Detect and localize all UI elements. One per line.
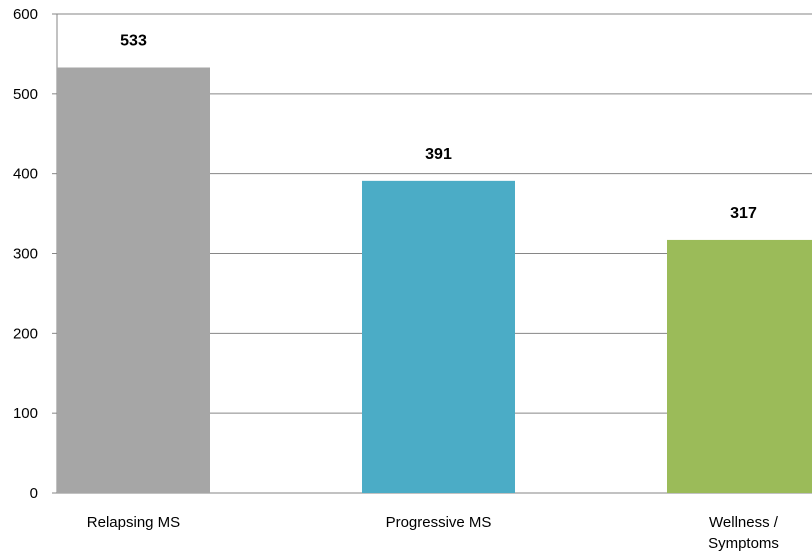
bar-1 — [57, 67, 210, 493]
y-tick-label-300: 300 — [13, 246, 38, 263]
y-tick-label-0: 0 — [30, 485, 38, 502]
x-tick-label-2: Progressive MS — [386, 514, 492, 531]
y-tick-label-400: 400 — [13, 166, 38, 183]
y-tick-label-600: 600 — [13, 6, 38, 23]
bars — [57, 67, 812, 493]
bar-2 — [362, 180, 515, 493]
data-labels: 533 391 317 — [111, 29, 766, 224]
y-tick-label-500: 500 — [13, 86, 38, 103]
data-label-3: 317 — [730, 205, 757, 222]
data-label-background-1 — [111, 29, 156, 52]
data-label-2: 391 — [425, 146, 452, 163]
x-tick-label-1: Relapsing MS — [87, 514, 180, 531]
x-tick-label-3-line-2: Symptoms — [708, 535, 779, 552]
y-tick-label-200: 200 — [13, 325, 38, 342]
x-axis-tick-labels: Relapsing MS Progressive MS Wellness / Symp… — [87, 514, 779, 552]
data-label-1: 533 — [120, 32, 147, 49]
bar-3 — [667, 239, 812, 493]
x-tick-label-3-line-1: Wellness / — [709, 514, 779, 531]
y-tick-label-100: 100 — [13, 405, 38, 422]
data-label-background-2 — [416, 142, 461, 165]
data-label-background-3 — [721, 201, 766, 224]
y-axis-tick-labels: 0 100 200 300 400 500 600 — [13, 6, 38, 502]
